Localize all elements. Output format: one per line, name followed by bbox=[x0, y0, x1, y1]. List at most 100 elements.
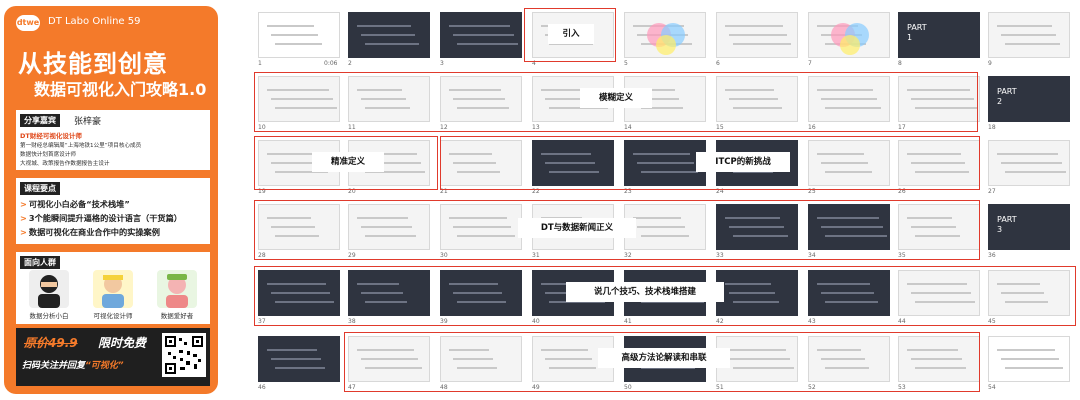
slide-number: 42 bbox=[716, 318, 724, 325]
slide-thumbnail[interactable] bbox=[716, 336, 798, 382]
slide-thumbnail[interactable] bbox=[348, 336, 430, 382]
thumb-content-line bbox=[357, 89, 402, 91]
thumb-content-line bbox=[457, 367, 497, 369]
thumb-content-line bbox=[453, 358, 493, 360]
thumb-content-line bbox=[633, 153, 690, 155]
thumb-content-line bbox=[1005, 367, 1063, 369]
slide-thumbnail[interactable] bbox=[898, 204, 980, 250]
slide-thumbnail[interactable]: PART 3 bbox=[988, 204, 1070, 250]
slide-thumbnail[interactable] bbox=[624, 12, 706, 58]
thumb-content-line bbox=[641, 107, 683, 109]
arrow-icon: > bbox=[20, 227, 27, 237]
slide-thumbnail[interactable] bbox=[988, 270, 1070, 316]
slide-number: 27 bbox=[988, 188, 996, 195]
thumb-content-line bbox=[449, 217, 507, 219]
slide-thumbnail[interactable] bbox=[440, 336, 522, 382]
slide-thumbnail[interactable] bbox=[348, 12, 430, 58]
slide-thumbnail[interactable] bbox=[258, 12, 340, 58]
thumb-content-line bbox=[911, 292, 971, 294]
thumb-content-line bbox=[733, 367, 794, 369]
slide-thumbnail[interactable] bbox=[716, 204, 798, 250]
slide-thumbnail[interactable] bbox=[898, 76, 980, 122]
slide-number: 37 bbox=[258, 318, 266, 325]
slide-number: 43 bbox=[808, 318, 816, 325]
slide-number: 32 bbox=[624, 252, 632, 259]
thumb-content-line bbox=[365, 107, 410, 109]
slide-thumbnail[interactable] bbox=[348, 76, 430, 122]
slide-number: 15 bbox=[716, 124, 724, 131]
thumb-content-line bbox=[641, 171, 698, 173]
slide-number: 47 bbox=[348, 384, 356, 391]
slide-number: 26 bbox=[898, 188, 906, 195]
thumb-content-line bbox=[271, 358, 321, 360]
slide-thumbnail[interactable] bbox=[440, 140, 522, 186]
slide-thumbnail[interactable] bbox=[258, 76, 340, 122]
slide-thumbnail[interactable]: PART 2 bbox=[988, 76, 1070, 122]
slide-number: 34 bbox=[808, 252, 816, 259]
slide-thumbnail[interactable] bbox=[440, 76, 522, 122]
slide-number: 6 bbox=[716, 60, 720, 67]
slide-thumbnail[interactable] bbox=[988, 336, 1070, 382]
thumb-content-line bbox=[453, 162, 496, 164]
slide-thumbnail[interactable] bbox=[440, 270, 522, 316]
slide-thumbnail[interactable] bbox=[258, 270, 340, 316]
slide-thumbnail[interactable] bbox=[808, 336, 890, 382]
thumb-content-line bbox=[545, 358, 592, 360]
audience-item: 数据爱好者 bbox=[148, 270, 206, 322]
slide-thumbnail[interactable] bbox=[624, 140, 706, 186]
slide-thumbnail[interactable] bbox=[716, 76, 798, 122]
slide-thumbnail[interactable] bbox=[898, 140, 980, 186]
thumb-content-line bbox=[275, 367, 325, 369]
thumb-content-line bbox=[633, 89, 675, 91]
thumb-content-line bbox=[361, 34, 415, 36]
slide-number: 24 bbox=[716, 188, 724, 195]
slide-thumbnail[interactable] bbox=[808, 12, 890, 58]
thumb-content-line bbox=[275, 301, 334, 303]
thumb-content-line bbox=[725, 217, 780, 219]
slide-thumbnail[interactable] bbox=[624, 204, 706, 250]
slide-number: 39 bbox=[440, 318, 448, 325]
thumb-content-line bbox=[997, 349, 1055, 351]
slide-thumbnail[interactable] bbox=[716, 270, 798, 316]
slide-thumbnail[interactable] bbox=[898, 336, 980, 382]
dt-logo: dtwe bbox=[16, 15, 40, 31]
slide-thumbnail[interactable] bbox=[898, 270, 980, 316]
slide-thumbnail[interactable] bbox=[808, 76, 890, 122]
thumb-content-line bbox=[457, 235, 515, 237]
slide-thumbnail[interactable] bbox=[808, 140, 890, 186]
slide-thumbnail[interactable] bbox=[808, 270, 890, 316]
promo-banner: 原价49.9 限时免费 扫码关注并回复“可视化” bbox=[16, 328, 210, 386]
promo-card: dtwe DT Labo Online 59 从技能到创意 数据可视化入门攻略1… bbox=[4, 6, 218, 394]
thumb-content-line bbox=[267, 25, 314, 27]
guest-bio-line: 大视城、政策报告作数据报告主设计 bbox=[20, 161, 110, 167]
slide-thumbnail[interactable] bbox=[258, 204, 340, 250]
slide-duration: 0:06 bbox=[324, 60, 338, 67]
slide-thumbnail[interactable] bbox=[716, 12, 798, 58]
slide-number: 51 bbox=[716, 384, 724, 391]
thumb-content-line bbox=[545, 162, 595, 164]
point-item: > 可视化小白必备“技术栈堆” bbox=[20, 199, 130, 209]
slide-thumbnail[interactable] bbox=[440, 12, 522, 58]
slide-thumbnail[interactable] bbox=[988, 140, 1070, 186]
slide-thumbnail[interactable] bbox=[808, 204, 890, 250]
thumb-content-line bbox=[825, 235, 887, 237]
slide-number: 5 bbox=[624, 60, 628, 67]
qr-code-icon[interactable] bbox=[162, 333, 206, 377]
thumb-content-line bbox=[997, 153, 1058, 155]
section-label-intro: 引入 bbox=[548, 24, 594, 44]
thumb-content-line bbox=[453, 226, 511, 228]
slide-thumbnail[interactable] bbox=[258, 336, 340, 382]
slide-thumbnail[interactable] bbox=[348, 204, 430, 250]
thumb-content-line bbox=[725, 89, 774, 91]
slide-thumbnail[interactable] bbox=[440, 204, 522, 250]
slide-thumbnail[interactable]: PART 1 bbox=[898, 12, 980, 58]
thumb-content-line bbox=[637, 226, 685, 228]
slide-thumbnail[interactable] bbox=[532, 140, 614, 186]
slide-thumbnail[interactable] bbox=[988, 12, 1070, 58]
slide-thumbnail[interactable] bbox=[348, 270, 430, 316]
thumb-content-line bbox=[365, 367, 422, 369]
slide-number: 54 bbox=[988, 384, 996, 391]
venn-diagram-icon bbox=[831, 23, 869, 55]
section-box-intro bbox=[524, 8, 616, 62]
thumb-content-line bbox=[271, 162, 324, 164]
